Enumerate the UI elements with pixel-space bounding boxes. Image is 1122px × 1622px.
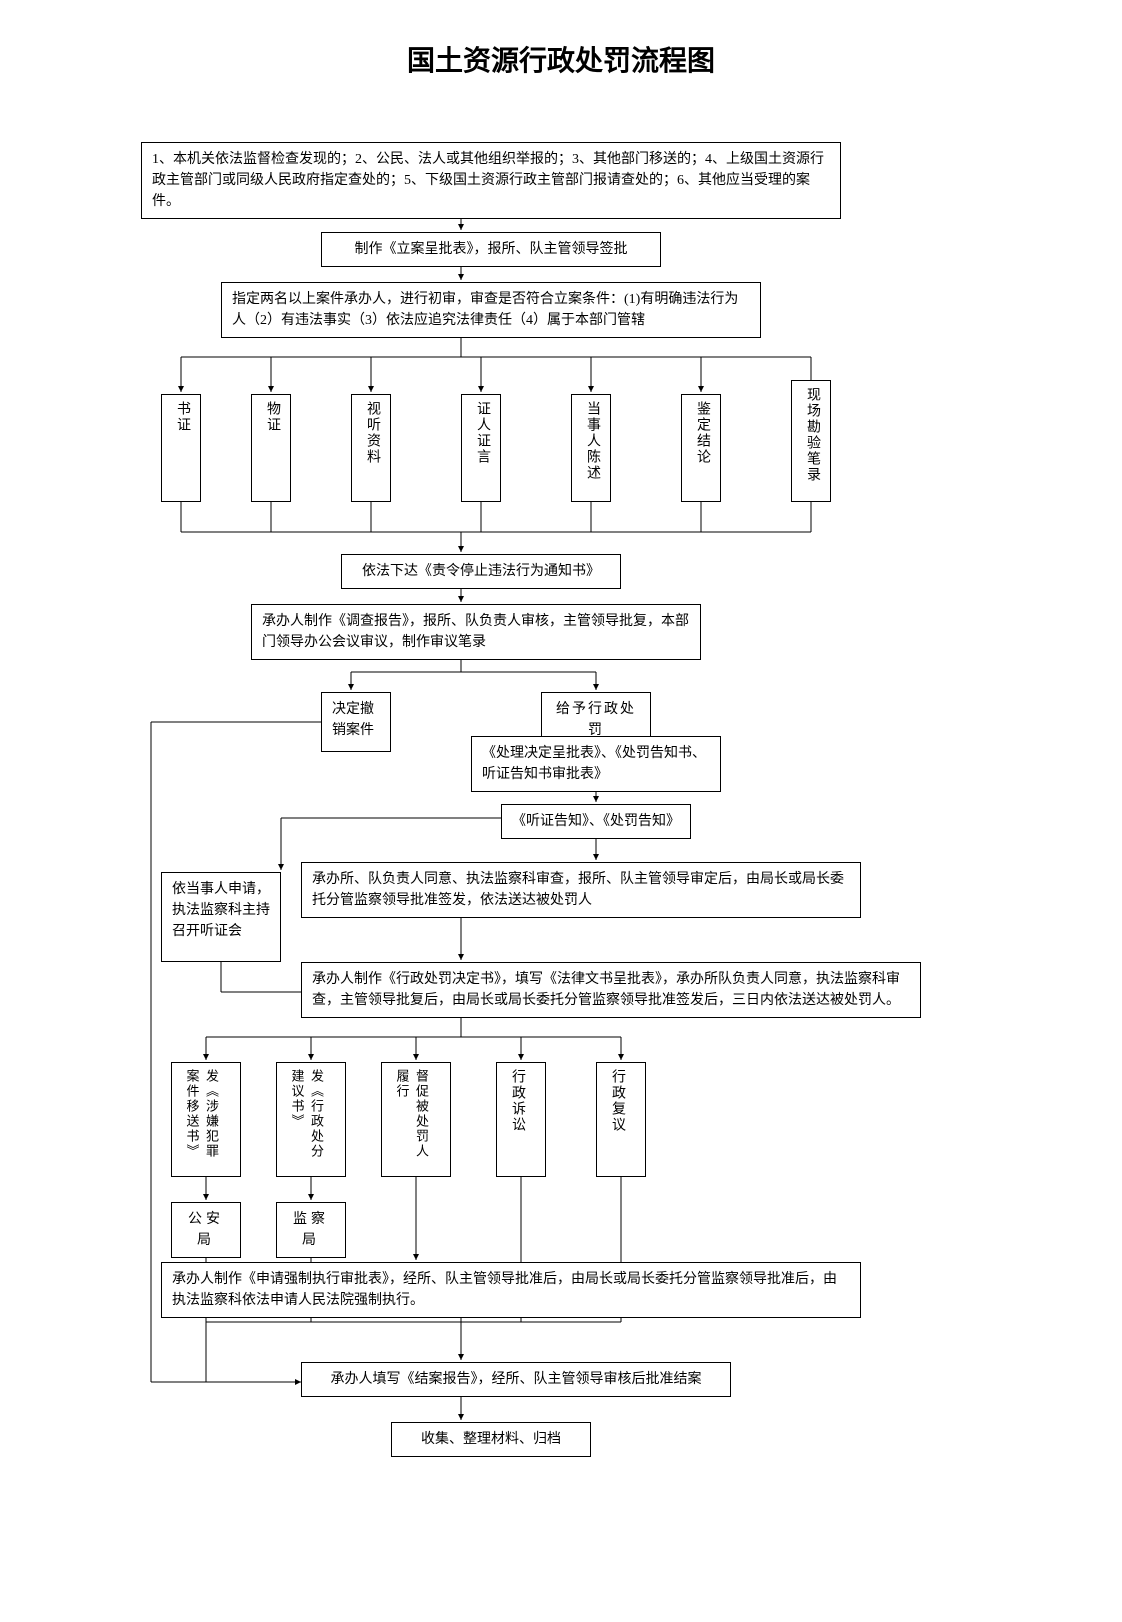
evidence-testimony: 证人证言 <box>461 394 501 502</box>
node-cancel-case: 决定撤销案件 <box>321 692 391 752</box>
node-notices: 《听证告知》、《处罚告知》 <box>501 804 691 839</box>
evidence-expert: 鉴定结论 <box>681 394 721 502</box>
node-review-deliver: 承办所、队负责人同意、执法监察科审查，报所、队主管领导审定后，由局长或局长委托分… <box>301 862 861 918</box>
branch-criminal: 发《涉嫌犯罪案件移送书》 <box>171 1062 241 1177</box>
node-decision-doc: 承办人制作《行政处罚决定书》，填写《法律文书呈批表》，承办所队负责人同意，执法监… <box>301 962 921 1018</box>
node-enforce: 承办人制作《申请强制执行审批表》，经所、队主管领导批准后，由局长或局长委托分管监… <box>161 1262 861 1318</box>
branch-urge: 督促被处罚人履行 <box>381 1062 451 1177</box>
dest-supervision: 监察局 <box>276 1202 346 1258</box>
branch-reconsider: 行政复议 <box>596 1062 646 1177</box>
node-approval-forms: 《处理决定呈批表》、《处罚告知书、听证告知书审批表》 <box>471 736 721 792</box>
evidence-statement: 当事人陈述 <box>571 394 611 502</box>
node-initial-review: 指定两名以上案件承办人，进行初审，审查是否符合立案条件：(1)有明确违法行为人（… <box>221 282 761 338</box>
page-title: 国土资源行政处罚流程图 <box>60 40 1062 82</box>
node-investigation-report: 承办人制作《调查报告》，报所、队负责人审核，主管领导批复，本部门领导办公会议审议… <box>251 604 701 660</box>
branch-discipline: 发《行政处分建议书》 <box>276 1062 346 1177</box>
node-hearing: 依当事人申请，执法监察科主持召开听证会 <box>161 872 281 962</box>
node-close-case: 承办人填写《结案报告》，经所、队主管领导审核后批准结案 <box>301 1362 731 1397</box>
branch-litigation: 行政诉讼 <box>496 1062 546 1177</box>
flowchart-canvas: 1、本机关依法监督检查发现的；2、公民、法人或其他组织举报的；3、其他部门移送的… <box>61 102 1061 1582</box>
evidence-av: 视听资料 <box>351 394 391 502</box>
node-file-approval: 制作《立案呈批表》，报所、队主管领导签批 <box>321 232 661 267</box>
node-stop-notice: 依法下达《责令停止违法行为通知书》 <box>341 554 621 589</box>
evidence-physical: 物证 <box>251 394 291 502</box>
evidence-siterecord: 现场勘验笔录 <box>791 380 831 502</box>
dest-police: 公安局 <box>171 1202 241 1258</box>
node-archive: 收集、整理材料、归档 <box>391 1422 591 1457</box>
evidence-doc: 书证 <box>161 394 201 502</box>
node-sources: 1、本机关依法监督检查发现的；2、公民、法人或其他组织举报的；3、其他部门移送的… <box>141 142 841 219</box>
